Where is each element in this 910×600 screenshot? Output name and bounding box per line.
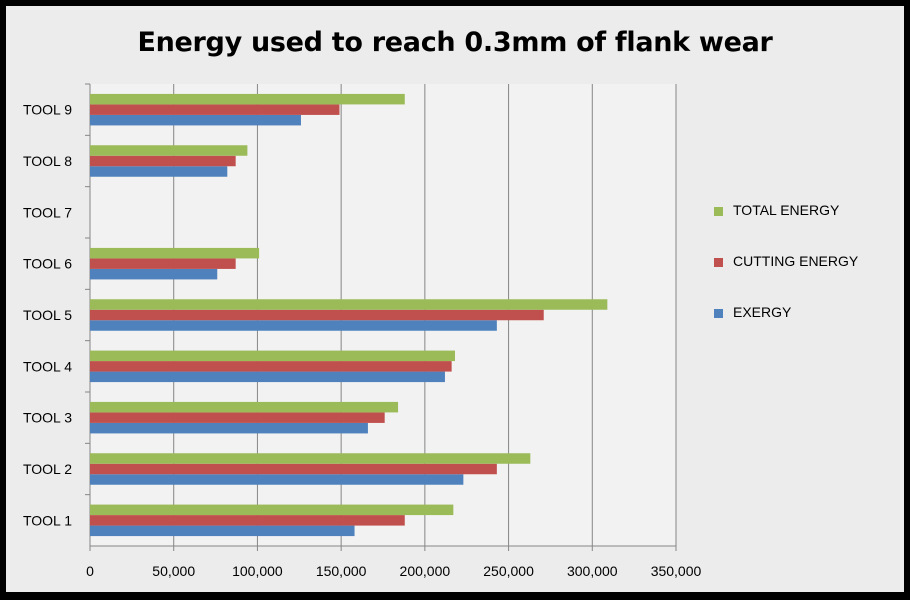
bar-total-energy xyxy=(90,247,260,259)
legend-label: TOTAL ENERGY xyxy=(733,202,840,218)
bar-exergy xyxy=(90,422,368,434)
bar-cutting-energy xyxy=(90,155,236,167)
bar-exergy xyxy=(90,166,228,177)
plot-area: 0 50,000 100,000 150,000 200,000 250,000 300,0… xyxy=(23,83,702,579)
bar-exergy xyxy=(90,525,355,537)
legend-swatch xyxy=(714,258,723,267)
y-tick-label: TOOL 5 xyxy=(23,307,72,323)
legend-label: CUTTING ENERGY xyxy=(733,253,859,269)
legend-label: EXERGY xyxy=(733,304,792,320)
y-tick-label: TOOL 8 xyxy=(23,153,72,169)
bar-cutting-energy xyxy=(90,309,544,321)
y-tick-label: TOOL 7 xyxy=(23,204,72,220)
bar-exergy xyxy=(90,320,497,331)
bar-cutting-energy xyxy=(90,463,497,475)
chart-title: Energy used to reach 0.3mm of flank wear xyxy=(137,27,773,58)
y-tick-label: TOOL 9 xyxy=(23,102,72,118)
legend-item: EXERGY xyxy=(711,304,901,355)
legend-swatch xyxy=(714,309,723,318)
bar-cutting-energy xyxy=(90,258,236,269)
bar-cutting-energy xyxy=(90,412,385,423)
bar-exergy xyxy=(90,371,445,383)
x-tick-label: 250,000 xyxy=(483,563,534,579)
bar-total-energy xyxy=(90,350,455,362)
bar-cutting-energy xyxy=(90,361,452,372)
legend-swatch xyxy=(714,207,723,216)
bar-exergy xyxy=(90,114,301,126)
x-tick-label: 100,000 xyxy=(232,563,283,579)
legend-item: CUTTING ENERGY xyxy=(711,253,901,304)
x-tick-label: 350,000 xyxy=(651,563,702,579)
bar-exergy xyxy=(90,268,218,280)
chart-panel: Energy used to reach 0.3mm of flank wear… xyxy=(6,6,904,592)
bar-total-energy xyxy=(90,453,531,464)
x-tick-label: 300,000 xyxy=(567,563,618,579)
bar-exergy xyxy=(90,474,464,485)
bar-total-energy xyxy=(90,299,608,310)
x-tick-label: 150,000 xyxy=(316,563,367,579)
y-tick-label: TOOL 1 xyxy=(23,512,72,528)
bar-total-energy xyxy=(90,145,248,156)
bar-total-energy xyxy=(90,401,399,413)
x-tick-label: 50,000 xyxy=(152,563,195,579)
y-tick-label: TOOL 4 xyxy=(23,358,72,374)
x-tick-label: 0 xyxy=(86,563,94,579)
y-tick-label: TOOL 2 xyxy=(23,461,72,477)
y-tick-label: TOOL 6 xyxy=(23,256,72,272)
bar-cutting-energy xyxy=(90,104,340,115)
bar-cutting-energy xyxy=(90,515,405,526)
y-tick-label: TOOL 3 xyxy=(23,410,72,426)
chart-legend: TOTAL ENERGY CUTTING ENERGY EXERGY xyxy=(711,202,901,355)
legend-item: TOTAL ENERGY xyxy=(711,202,901,253)
x-tick-label: 200,000 xyxy=(400,563,451,579)
bar-total-energy xyxy=(90,93,405,105)
bar-total-energy xyxy=(90,504,454,516)
